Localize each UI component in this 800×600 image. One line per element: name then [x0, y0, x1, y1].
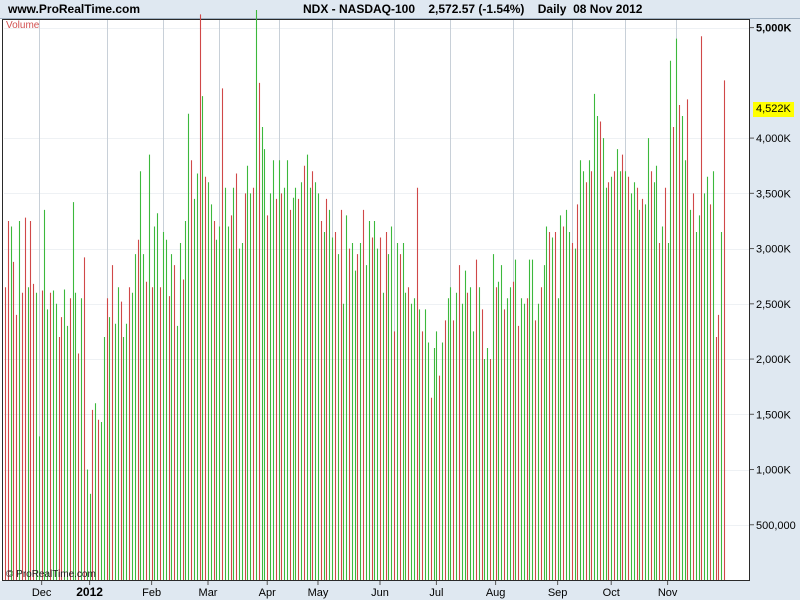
x-tick-label: Sep — [548, 587, 568, 599]
x-tick-label: May — [308, 587, 329, 599]
x-tick-label: Apr — [259, 587, 276, 599]
x-tick-label: Jun — [371, 587, 389, 599]
x-tick-label: Feb — [142, 587, 161, 599]
copyright-text: © ProRealTime.com — [6, 569, 96, 580]
x-tick-label: Nov — [658, 587, 678, 599]
panel-label: Volume — [6, 20, 40, 31]
y-tick-label: 2,500K — [756, 299, 792, 311]
y-tick-label: 3,000K — [756, 244, 792, 256]
y-tick-label: 5,000K — [756, 23, 792, 35]
x-axis-panel — [0, 581, 800, 600]
y-tick-label: 1,500K — [756, 409, 792, 421]
site-url[interactable]: www.ProRealTime.com — [8, 2, 141, 16]
x-tick-label: 2012 — [76, 585, 103, 599]
x-tick-label: Oct — [603, 587, 620, 599]
y-tick-label: 1,000K — [756, 465, 792, 477]
x-tick-label: Jul — [429, 587, 443, 599]
last-value-label: 4,522K — [756, 103, 791, 115]
y-tick-label: 500,000 — [756, 520, 796, 532]
y-tick-label: 2,000K — [756, 354, 792, 366]
x-tick-label: Aug — [486, 587, 506, 599]
instrument-info: NDX - NASDAQ-100 2,572.57 (-1.54%) Daily… — [303, 2, 643, 16]
y-tick-label: 4,000K — [756, 133, 792, 145]
last-value-highlight — [753, 102, 794, 117]
y-tick-label: 3,500K — [756, 188, 792, 200]
chart-header: www.ProRealTime.com NDX - NASDAQ-100 2,5… — [0, 0, 800, 19]
x-tick-label: Dec — [32, 587, 52, 599]
x-tick-label: Mar — [199, 587, 218, 599]
